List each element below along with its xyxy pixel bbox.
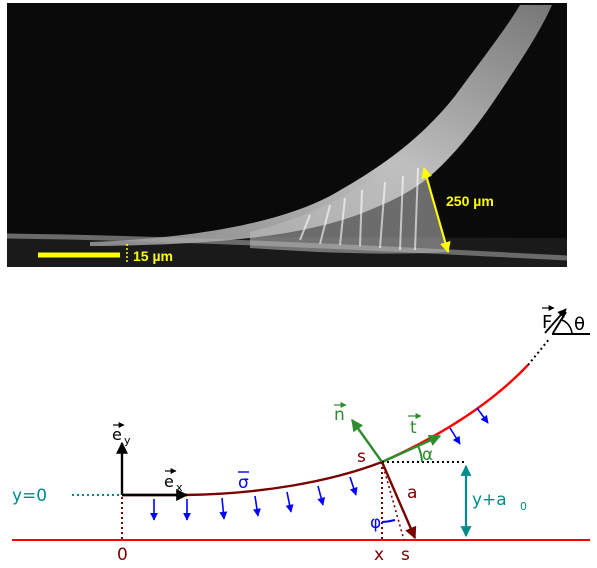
scale-bar-diagonal-label: 250 µm (446, 193, 494, 209)
traction-arrow (476, 407, 489, 424)
normal-label: n (334, 405, 345, 425)
traction-arrow (219, 497, 228, 520)
alpha-label: α (422, 445, 433, 465)
fiber-strand (90, 5, 552, 246)
tangent-vector-arrow (381, 434, 442, 464)
traction-arrows (150, 407, 489, 521)
substrate-edge (6, 233, 568, 261)
ex-subscript: x (176, 481, 183, 494)
phi-angle-arc (381, 519, 396, 523)
free-fiber-curve (381, 364, 529, 464)
ey-label: e (112, 425, 122, 444)
force-label: F (542, 312, 552, 333)
baseline-label: y=0 (12, 486, 47, 506)
alpha-angle-arc (417, 445, 423, 463)
force-angle-triangle (552, 311, 590, 335)
force-dotted-line (527, 337, 551, 366)
traction-arrow (449, 427, 461, 445)
scale-bar-diagonal (421, 166, 451, 254)
ex-label: e (164, 472, 174, 491)
length-a-arrow (380, 461, 417, 540)
traction-arrow (317, 485, 326, 506)
height-label: y+a (472, 490, 507, 510)
normal-vector-arrow (351, 419, 383, 463)
tangent-label: t (410, 418, 417, 438)
traction-arrow (252, 495, 261, 517)
adhered-fiber-curve (122, 460, 383, 497)
force-arrow (544, 308, 567, 334)
length-a-label: a (407, 483, 417, 503)
traction-arrow (285, 491, 294, 513)
phi-label: φ (370, 513, 381, 533)
s-bar-label: s (401, 545, 410, 565)
ey-subscript: y (124, 434, 131, 447)
scale-bar-horizontal-label: 15 µm (133, 248, 173, 264)
x-label: x (374, 545, 384, 565)
micrograph-panel: 15 µm 250 µm (6, 3, 568, 267)
theta-label: θ (574, 314, 585, 335)
point-s-label: s (357, 447, 366, 467)
stress-label: σ (238, 473, 249, 493)
theta-arc (561, 319, 573, 335)
traction-arrow (349, 476, 358, 496)
a-dotted (381, 461, 405, 541)
schematic-panel: e y e x y=0 0 σ n t s α F θ y+a 0 a φ x … (12, 305, 590, 565)
sheet-striations (299, 167, 419, 251)
origin-label: 0 (117, 545, 128, 565)
height-subscript: 0 (520, 500, 527, 513)
